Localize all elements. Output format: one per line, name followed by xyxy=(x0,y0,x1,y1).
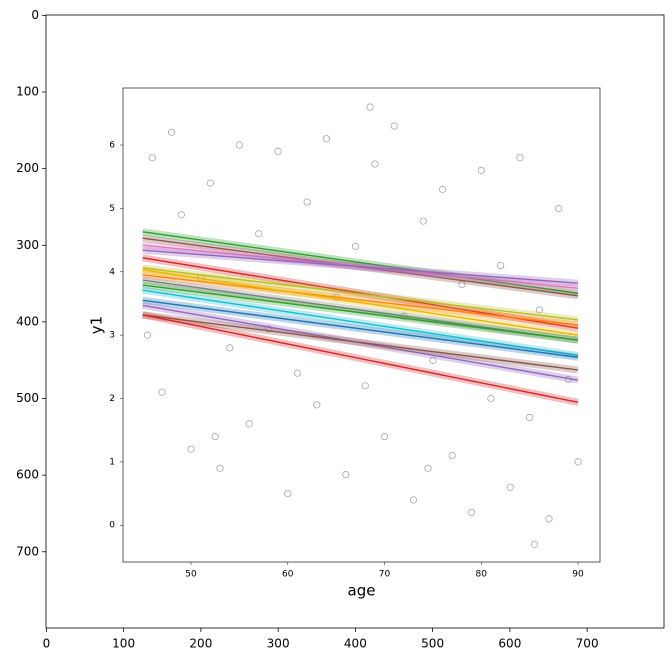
x-axis-label: age xyxy=(348,582,376,600)
scatter-point xyxy=(574,458,582,466)
scatter-point xyxy=(158,388,166,396)
x-tick-label: 60 xyxy=(282,570,294,580)
y-tick-label: 100 xyxy=(16,85,39,99)
scatter-point xyxy=(235,141,243,149)
scatter-point xyxy=(535,306,543,314)
scatter-point xyxy=(419,217,427,225)
scatter-point xyxy=(526,413,534,422)
regression-line xyxy=(142,314,579,403)
scatter-point xyxy=(409,496,418,504)
scatter-point xyxy=(361,382,369,390)
scatter-point xyxy=(148,154,156,162)
scatter-point xyxy=(371,160,379,168)
scatter-point xyxy=(206,179,214,187)
x-tick-label: 700 xyxy=(576,637,599,651)
x-tick-label: 90 xyxy=(572,570,584,580)
scatter-point xyxy=(506,483,514,491)
x-tick-label: 300 xyxy=(267,637,290,651)
scatter-point xyxy=(342,470,350,479)
y-tick-label: 700 xyxy=(16,544,39,558)
y-tick-label: 400 xyxy=(16,314,39,328)
y-tick-label: 4 xyxy=(109,267,115,277)
scatter-point xyxy=(255,230,263,238)
y-tick-label: 5 xyxy=(109,204,115,214)
scatter-point xyxy=(429,356,437,365)
scatter-point xyxy=(226,344,234,352)
y-tick-label: 6 xyxy=(109,141,115,151)
scatter-point xyxy=(516,154,524,162)
y-tick-label: 300 xyxy=(16,238,39,252)
scatter-point xyxy=(424,464,432,472)
scatter-point xyxy=(313,401,321,409)
scatter-point xyxy=(438,185,447,193)
y-tick-label: 200 xyxy=(16,161,39,175)
scatter-point xyxy=(448,451,456,460)
regression-line xyxy=(142,289,579,357)
y-tick-label: 0 xyxy=(31,8,39,22)
scatter-point xyxy=(351,242,360,251)
scatter-point xyxy=(487,394,495,403)
scatter-point xyxy=(274,147,282,155)
scatter-point xyxy=(245,420,253,428)
scatter-point xyxy=(187,445,195,453)
x-tick-label: 70 xyxy=(379,570,391,580)
regression-line xyxy=(142,269,579,336)
scatter-point xyxy=(284,489,292,498)
y-tick-label: 1 xyxy=(109,457,115,467)
scatter-point xyxy=(545,515,553,523)
y-tick-label: 3 xyxy=(109,331,115,341)
regression-line xyxy=(142,284,579,341)
x-tick-label: 500 xyxy=(421,637,444,651)
x-tick-label: 400 xyxy=(344,637,367,651)
x-tick-label: 0 xyxy=(43,637,51,651)
y-axis-label: y1 xyxy=(88,316,106,334)
scatter-point xyxy=(390,122,398,130)
scatter-point xyxy=(530,540,539,548)
x-tick-label: 100 xyxy=(112,637,135,651)
regression-line xyxy=(142,274,579,326)
x-tick-label: 50 xyxy=(185,570,197,580)
regression-line xyxy=(142,279,579,341)
inner-frame xyxy=(122,87,601,563)
scatter-point xyxy=(216,464,224,472)
scatter-point xyxy=(380,432,389,441)
regression-line xyxy=(142,249,579,284)
regression-line xyxy=(142,267,579,321)
x-tick-label: 200 xyxy=(189,637,212,651)
regression-line xyxy=(142,314,579,371)
scatter-point xyxy=(143,331,152,339)
scatter-point xyxy=(468,508,476,517)
x-tick-label: 600 xyxy=(498,637,521,651)
y-tick-label: 600 xyxy=(16,468,39,482)
y-tick-label: 500 xyxy=(16,391,39,405)
scatter-point xyxy=(168,128,176,136)
scatter-point xyxy=(303,198,311,206)
scatter-point xyxy=(211,432,219,441)
scatter-point xyxy=(366,103,374,111)
scatter-point xyxy=(555,204,563,213)
scatter-point xyxy=(322,135,331,143)
scatter-point xyxy=(497,261,505,270)
scatter-point xyxy=(177,211,185,219)
scatter-point xyxy=(458,280,466,289)
y-tick-label: 0 xyxy=(109,521,115,531)
regression-line xyxy=(142,299,579,359)
y-tick-label: 2 xyxy=(109,394,115,404)
x-tick-label: 80 xyxy=(476,570,488,580)
scatter-point xyxy=(293,369,302,377)
regression-line xyxy=(142,231,579,295)
scatter-point xyxy=(477,166,485,174)
scatter-point xyxy=(264,325,273,333)
